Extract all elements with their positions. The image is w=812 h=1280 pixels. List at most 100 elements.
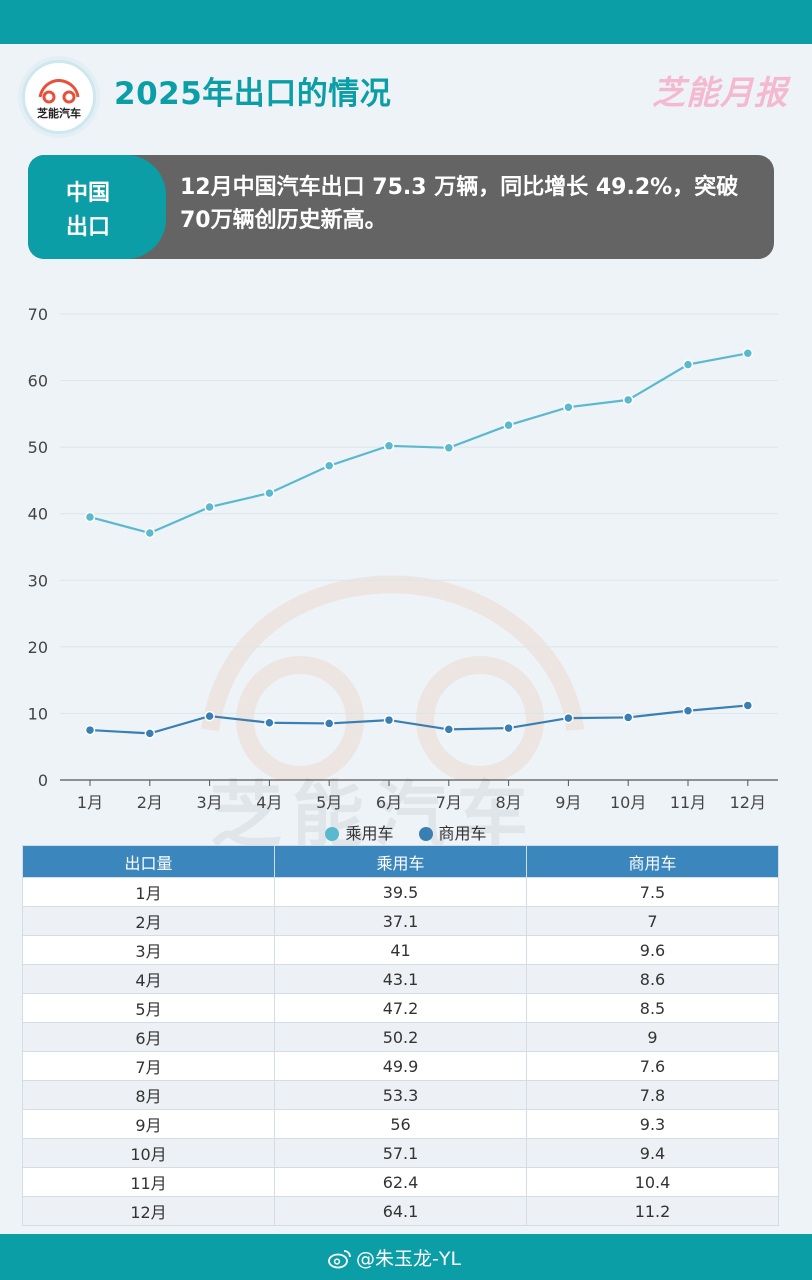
legend-item-passenger[interactable]: 乘用车 [325,820,393,844]
data-point-passenger [144,527,156,539]
y-tick-label: 70 [28,305,48,324]
logo-text: 芝能汽车 [37,107,81,120]
x-tick-label: 6月 [376,793,402,812]
legend-dot-passenger [325,827,340,841]
summary-box: 中国 出口 12月中国汽车出口 75.3 万辆，同比增长 49.2%，突破70万… [28,155,774,259]
table-row: 4月 43.1 8.6 [22,964,779,994]
weibo-handle: @朱玉龙-YL [356,1248,462,1270]
data-point-commercial [443,724,455,735]
summary-tag: 中国 出口 [28,155,166,259]
export-data-table: 出口量 乘用车 商用车 1月 39.5 7.5 2月 37.1 7 3月 41 9.6 4月… [22,845,779,1226]
brand-logo: 芝能汽车 [22,60,96,134]
table-cell: 7.8 [526,1080,779,1110]
table-row: 3月 41 9.6 [22,935,779,965]
y-tick-label: 0 [38,771,48,790]
table-cell: 3月 [22,935,275,965]
brand-mark: 芝能月报 [652,73,788,112]
table-cell: 11月 [22,1167,275,1197]
x-tick-label: 4月 [256,793,282,812]
table-cell: 4月 [22,964,275,994]
data-point-passenger [264,487,275,499]
table-cell: 8.6 [526,964,779,994]
table-cell: 37.1 [274,906,527,936]
table-cell: 56 [274,1109,527,1139]
table-cell: 7.6 [526,1051,779,1081]
summary-tag-line2: 出口 [66,215,111,240]
series-line-commercial [89,704,748,735]
table-cell: 9.6 [526,935,779,965]
weibo-credit[interactable]: @朱玉龙-YL [328,1244,461,1271]
series-line-passenger [89,352,749,535]
table-cell: 62.4 [274,1167,527,1197]
table-row: 12月 64.1 11.2 [22,1196,779,1226]
x-tick-label: 7月 [436,793,462,812]
data-point-passenger [563,401,574,413]
export-line-chart: 0 10 20 30 40 50 60 70 1月 2月 3月 4月 5月 6月 7月 8月 9月 10月 11月 1… [28,305,778,812]
table-header-row: 出口量 乘用车 商用车 [22,845,779,878]
table-cell: 9.3 [526,1109,779,1139]
table-row: 1月 39.5 7.5 [22,877,779,907]
x-tick-label: 8月 [496,793,522,812]
table-cell: 49.9 [274,1051,527,1081]
table-cell: 9.4 [526,1138,779,1168]
table-cell: 10.4 [526,1167,779,1197]
table-cell: 57.1 [274,1138,527,1168]
table-row: 10月 57.1 9.4 [22,1138,779,1168]
data-point-commercial [563,712,574,724]
footer-bar: @朱玉龙-YL [0,1234,812,1280]
data-point-passenger [84,511,96,523]
data-point-commercial [204,710,215,722]
table-row: 6月 50.2 9 [22,1022,779,1052]
x-tick-label: 11月 [670,793,706,812]
data-point-passenger [323,460,335,472]
table-cell: 10月 [22,1138,275,1168]
data-point-passenger [682,359,694,370]
data-point-passenger [503,419,514,431]
legend-item-commercial[interactable]: 商用车 [418,820,487,844]
table-row: 11月 62.4 10.4 [22,1167,779,1197]
weibo-icon [328,1250,351,1269]
table-cell: 6月 [22,1022,275,1052]
data-point-commercial [144,728,156,739]
table-cell: 5月 [22,993,275,1023]
top-bar [0,0,812,44]
table-row: 5月 47.2 8.5 [22,993,779,1023]
data-point-passenger [383,440,395,452]
table-cell: 8月 [22,1080,275,1110]
summary-tag-line1: 中国 [66,181,111,206]
y-tick-label: 40 [28,505,48,524]
legend-label-passenger: 乘用车 [345,824,394,843]
table-cell: 7 [526,906,779,936]
table-cell: 1月 [22,877,275,907]
data-point-commercial [682,705,694,717]
data-point-passenger [204,501,215,513]
table-cell: 47.2 [274,993,527,1023]
table-cell: 11.2 [526,1196,779,1226]
table-header-cell: 乘用车 [274,845,527,878]
data-point-commercial [622,712,634,723]
table-row: 2月 37.1 7 [22,906,779,936]
data-point-passenger [742,348,754,359]
table-row: 7月 49.9 7.6 [22,1051,779,1081]
table-cell: 7月 [22,1051,275,1081]
x-tick-label: 3月 [197,793,223,812]
table-cell: 64.1 [274,1196,527,1226]
table-header-cell: 商用车 [526,845,779,878]
y-tick-label: 20 [28,638,48,657]
table-row: 8月 53.3 7.8 [22,1080,779,1110]
table-cell: 50.2 [274,1022,527,1052]
y-tick-label: 60 [28,372,48,391]
x-tick-label: 10月 [610,793,646,812]
table-cell: 9月 [22,1109,275,1139]
data-point-commercial [323,718,335,729]
data-point-commercial [84,724,96,736]
table-cell: 41 [274,935,527,965]
table-cell: 2月 [22,906,275,936]
data-point-passenger [622,394,634,406]
table-cell: 7.5 [526,877,779,907]
legend-dot-commercial [418,827,433,841]
summary-text: 12月中国汽车出口 75.3 万辆，同比增长 49.2%，突破70万辆创历史新高… [180,175,739,233]
table-cell: 12月 [22,1196,275,1226]
data-point-commercial [383,714,395,726]
page-title: 2025年出口的情况 [114,76,392,112]
